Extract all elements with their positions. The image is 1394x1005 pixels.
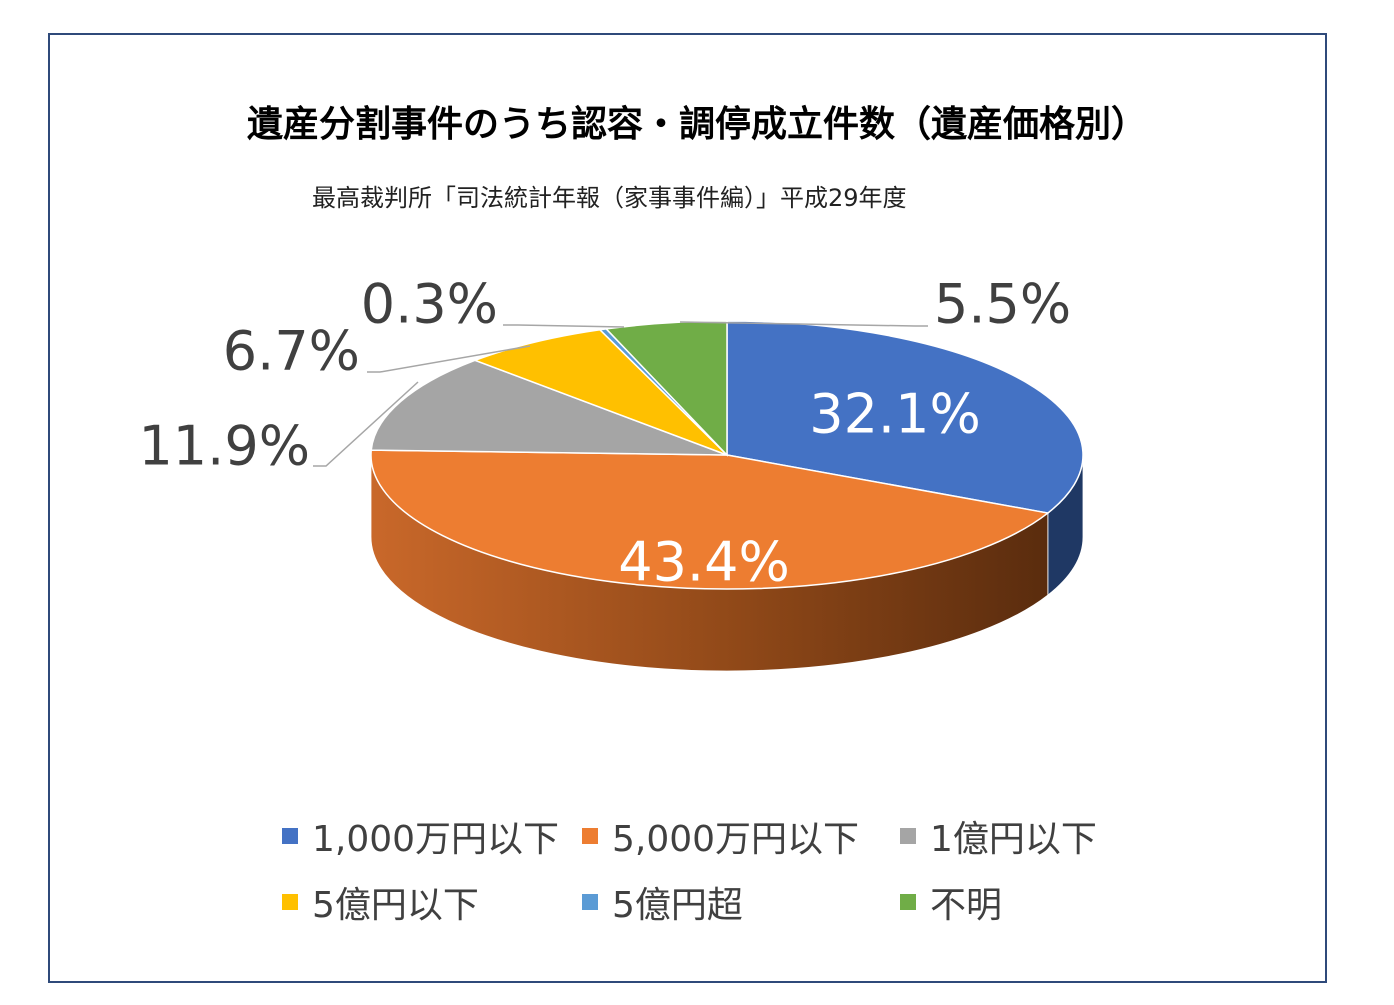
leader-line-3	[367, 345, 531, 373]
data-label-5: 5.5%	[934, 273, 1071, 336]
legend-swatch-2	[900, 828, 916, 844]
chart-subtitle: 最高裁判所「司法統計年報（家事事件編）」平成29年度	[312, 184, 907, 212]
chart-title: 遺産分割事件のうち認容・調停成立件数（遺産価格別）	[246, 104, 1147, 145]
slice-0	[726, 320, 1084, 514]
legend-label-1: 5,000万円以下	[612, 819, 860, 860]
legend-swatch-3	[282, 894, 298, 910]
legend-item-0: 1,000万円以下	[282, 810, 559, 862]
data-label-0: 32.1%	[809, 383, 981, 446]
leader-line-2	[313, 381, 419, 467]
legend-item-3: 5億円以下	[282, 876, 479, 928]
slice-2	[370, 359, 728, 456]
legend-label-5: 不明	[930, 885, 1003, 926]
legend-item-4: 5億円超	[582, 876, 743, 928]
legend-item-1: 5,000万円以下	[582, 810, 859, 862]
data-label-1: 43.4%	[618, 531, 790, 594]
legend-swatch-4	[582, 894, 598, 910]
leader-line-5	[679, 321, 928, 327]
data-label-4: 0.3%	[361, 273, 498, 336]
legend-swatch-0	[282, 828, 298, 844]
slice-5	[604, 320, 728, 457]
legend-swatch-5	[900, 894, 916, 910]
legend-label-2: 1億円以下	[930, 819, 1097, 860]
slice-1	[370, 449, 1050, 590]
legend-item-5: 不明	[900, 876, 1002, 928]
legend-item-2: 1億円以下	[900, 810, 1097, 862]
leader-line-4	[503, 324, 625, 328]
legend-label-4: 5億円超	[612, 885, 743, 926]
slice-3	[472, 329, 728, 456]
legend-label-0: 1,000万円以下	[312, 819, 560, 860]
data-label-2: 11.9%	[138, 415, 310, 478]
legend-label-3: 5億円以下	[312, 885, 479, 926]
data-label-3: 6.7%	[223, 320, 360, 383]
legend-swatch-1	[582, 828, 598, 844]
